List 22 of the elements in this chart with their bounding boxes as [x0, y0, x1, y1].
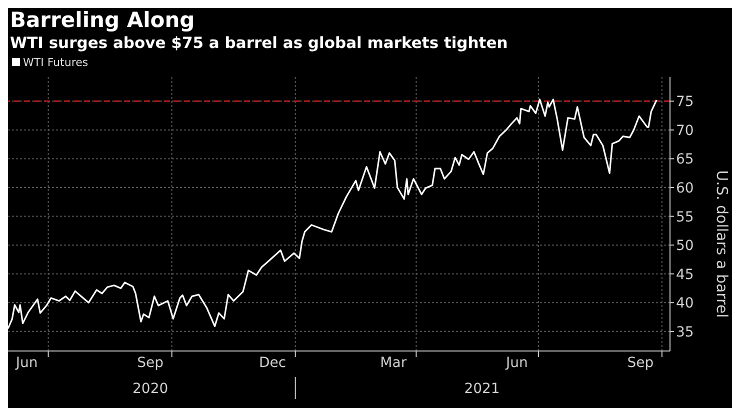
x2-tick-label: 2021	[464, 381, 500, 397]
y-tick-label: 70	[676, 122, 694, 139]
y-tick-label: 65	[676, 152, 694, 168]
y-axis-title: U.S. dollars a barrel	[713, 170, 731, 318]
x2-tick-label: 2020	[132, 381, 168, 397]
x-tick-label: Dec	[258, 355, 286, 371]
x-tick-label: Sep	[137, 355, 164, 371]
y-tick-label: 60	[676, 180, 694, 196]
chart-subtitle: WTI surges above $75 a barrel as global markets tighten	[9, 33, 509, 53]
y-tick-label: 75	[676, 94, 694, 110]
y-tick-label: 45	[676, 266, 694, 283]
line-series	[8, 98, 658, 330]
legend-label: WTI Futures	[23, 56, 88, 68]
y-tick-label: 50	[676, 238, 694, 254]
x-tick-label: Jun	[14, 355, 38, 371]
y-tick-label: 55	[676, 209, 694, 226]
y-tick-label: 35	[676, 324, 694, 340]
chart-title: Barreling Along	[9, 8, 196, 33]
x-tick-label: Sep	[627, 355, 654, 371]
x-tick-label: Jun	[504, 355, 528, 371]
x-tick-label: Mar	[380, 355, 407, 371]
y-tick-label: 40	[676, 296, 694, 312]
